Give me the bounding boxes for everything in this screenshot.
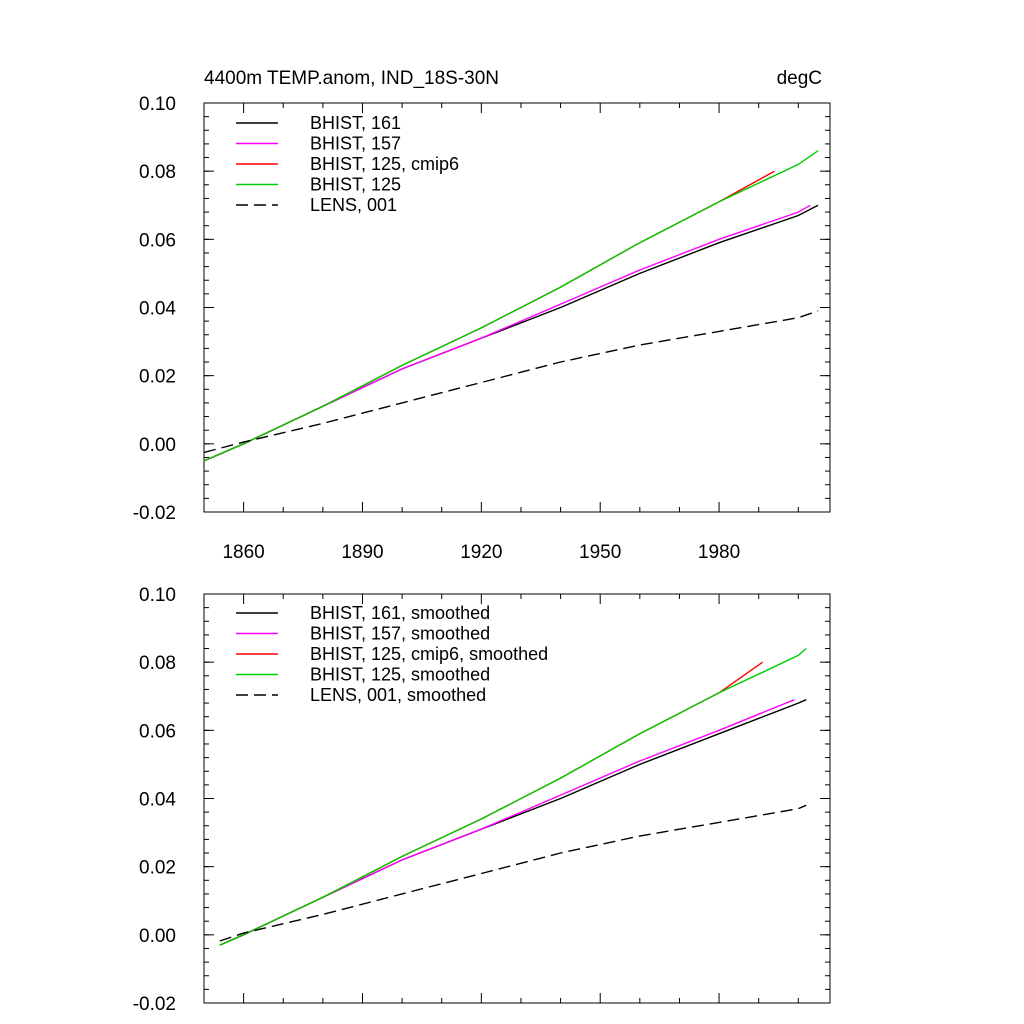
- series-line: [203, 310, 819, 454]
- y-tick-label: 0.10: [139, 94, 176, 115]
- y-tick-label: 0.02: [139, 858, 176, 879]
- x-tick-label: 1920: [460, 542, 502, 563]
- x-tick-label: 1890: [341, 542, 383, 563]
- legend-label: BHIST, 125, cmip6, smoothed: [310, 644, 548, 664]
- legend-label: LENS, 001: [310, 195, 397, 215]
- series-line: [203, 150, 819, 462]
- y-tick-label: 0.04: [139, 790, 176, 811]
- y-tick-label: 0.06: [139, 230, 176, 251]
- top-panel-units: degC: [777, 68, 822, 89]
- legend-label: BHIST, 161: [310, 113, 401, 133]
- y-tick-label: 0.06: [139, 721, 176, 742]
- y-tick-label: -0.02: [133, 503, 176, 524]
- y-tick-label: 0.10: [139, 585, 176, 606]
- y-tick-label: 0.02: [139, 367, 176, 388]
- y-tick-label: 0.04: [139, 299, 176, 320]
- legend-label: LENS, 001, smoothed: [310, 685, 486, 705]
- bottom-panel: -0.02 0.00 0.02 0.04 0.06 0.08 0.10 BHIST, 161…: [133, 585, 831, 1015]
- series-line: [219, 647, 807, 946]
- top-panel-title: 4400m TEMP.anom, IND_18S-30N: [204, 68, 499, 89]
- legend-label: BHIST, 161, smoothed: [310, 603, 490, 623]
- y-tick-label: 0.08: [139, 162, 176, 183]
- top-panel-series: [203, 150, 819, 462]
- y-tick-label: -0.02: [133, 994, 176, 1015]
- y-tick-label: 0.08: [139, 653, 176, 674]
- series-line: [219, 804, 807, 942]
- legend-label: BHIST, 157: [310, 134, 401, 154]
- top-panel-ticks: -0.02 0.00 0.02 0.04 0.06 0.08 0.10 1860 1890 192…: [133, 94, 830, 563]
- y-tick-label: 0.00: [139, 435, 176, 456]
- legend-label: BHIST, 125: [310, 175, 401, 195]
- x-tick-label: 1860: [222, 542, 264, 563]
- y-tick-label: 0.00: [139, 926, 176, 947]
- legend-label: BHIST, 125, smoothed: [310, 665, 490, 685]
- x-tick-label: 1950: [579, 542, 621, 563]
- bottom-panel-series: [219, 647, 807, 946]
- x-tick-label: 1980: [698, 542, 740, 563]
- top-panel: 4400m TEMP.anom, IND_18S-30N degC -0.02 0…: [133, 68, 831, 563]
- legend-label: BHIST, 157, smoothed: [310, 624, 490, 644]
- legend-label: BHIST, 125, cmip6: [310, 154, 459, 174]
- bottom-panel-ticks: -0.02 0.00 0.02 0.04 0.06 0.08 0.10: [133, 585, 830, 1015]
